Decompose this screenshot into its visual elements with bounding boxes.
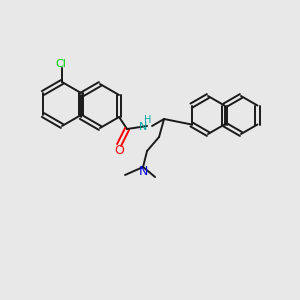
Text: H: H xyxy=(144,115,152,125)
Text: Cl: Cl xyxy=(55,59,66,69)
Text: O: O xyxy=(114,144,124,157)
Text: N: N xyxy=(139,165,148,178)
Text: N: N xyxy=(139,122,147,132)
